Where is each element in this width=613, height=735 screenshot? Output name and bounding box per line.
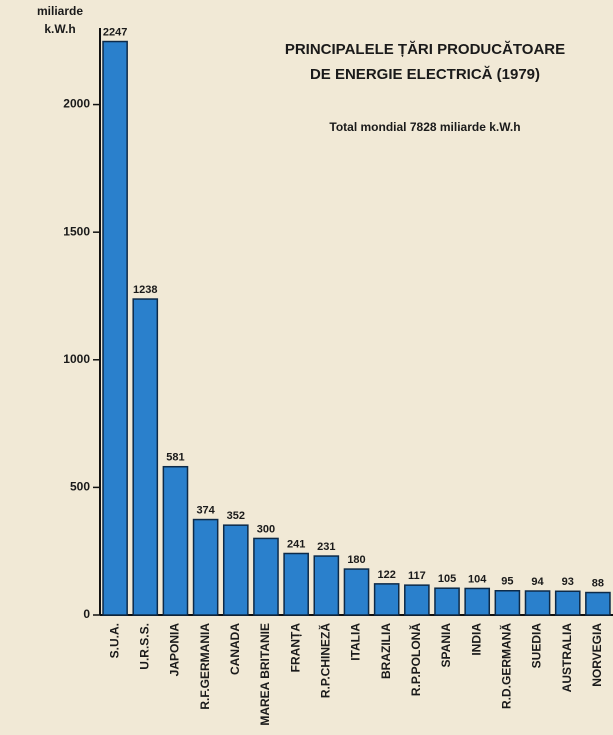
y-axis-label: miliarde — [37, 4, 83, 18]
bar — [494, 590, 521, 616]
x-tick-label: AUSTRALIA — [560, 623, 574, 693]
y-tick-label: 2000 — [63, 97, 90, 111]
value-label: 581 — [166, 452, 184, 464]
x-tick-label: SPANIA — [439, 623, 453, 668]
x-tick-label: R.D.GERMANĂ — [499, 623, 514, 709]
bar — [162, 465, 189, 616]
value-label: 2247 — [103, 26, 127, 38]
chart-title: DE ENERGIE ELECTRICĂ (1979) — [310, 66, 540, 83]
value-label: 95 — [501, 576, 513, 588]
bar — [192, 518, 219, 616]
y-tick-label: 500 — [70, 480, 90, 494]
x-tick-label: INDIA — [469, 623, 483, 656]
x-tick-label: ITALIA — [349, 623, 363, 661]
bar — [404, 584, 430, 616]
bar — [222, 524, 249, 616]
bar — [464, 587, 491, 616]
value-label: 94 — [531, 576, 544, 588]
value-label: 122 — [377, 569, 395, 581]
chart-subtitle: Total mondial 7828 miliarde k.W.h — [329, 120, 520, 134]
x-tick-label: R.P.POLONĂ — [408, 623, 423, 696]
y-axis-label: k.W.h — [44, 22, 75, 36]
bar — [253, 537, 279, 616]
x-tick-label: CANADA — [228, 623, 242, 675]
chart-title: PRINCIPALELE ȚĂRI PRODUCĂTOARE — [285, 41, 565, 58]
value-label: 93 — [562, 576, 574, 588]
value-label: 374 — [196, 504, 215, 516]
value-label: 117 — [408, 570, 426, 582]
bar — [283, 552, 309, 616]
x-tick-label: R.P.CHINEZĂ — [317, 623, 332, 698]
x-tick-label: R.F.GERMANIA — [198, 623, 212, 710]
bar — [373, 583, 400, 616]
y-tick-label: 0 — [83, 607, 90, 621]
x-tick-label: BRAZILIA — [379, 623, 393, 679]
bar — [102, 40, 128, 616]
value-label: 241 — [287, 538, 305, 550]
bar — [343, 568, 370, 616]
value-label: 231 — [317, 541, 335, 553]
bar — [585, 591, 611, 616]
x-tick-label: JAPONIA — [168, 623, 182, 677]
bar — [554, 590, 581, 616]
x-tick-label: NORVEGIA — [590, 623, 604, 687]
bar — [132, 298, 159, 616]
value-label: 180 — [347, 554, 365, 566]
bar — [313, 555, 340, 616]
value-label: 105 — [438, 573, 456, 585]
bar — [434, 587, 460, 616]
bar — [524, 590, 551, 616]
x-tick-label: S.U.A. — [107, 623, 121, 658]
y-tick-label: 1500 — [63, 224, 90, 238]
value-label: 300 — [257, 523, 275, 535]
x-tick-label: FRANȚA — [288, 623, 302, 673]
y-tick-label: 1000 — [63, 352, 90, 366]
x-tick-label: MAREA BRITANIE — [258, 623, 272, 726]
value-label: 88 — [592, 577, 604, 589]
value-label: 104 — [468, 573, 487, 585]
x-tick-label: SUEDIA — [530, 623, 544, 669]
value-label: 352 — [227, 510, 245, 522]
value-label: 1238 — [133, 284, 157, 296]
x-tick-label: U.R.S.S. — [137, 623, 151, 670]
